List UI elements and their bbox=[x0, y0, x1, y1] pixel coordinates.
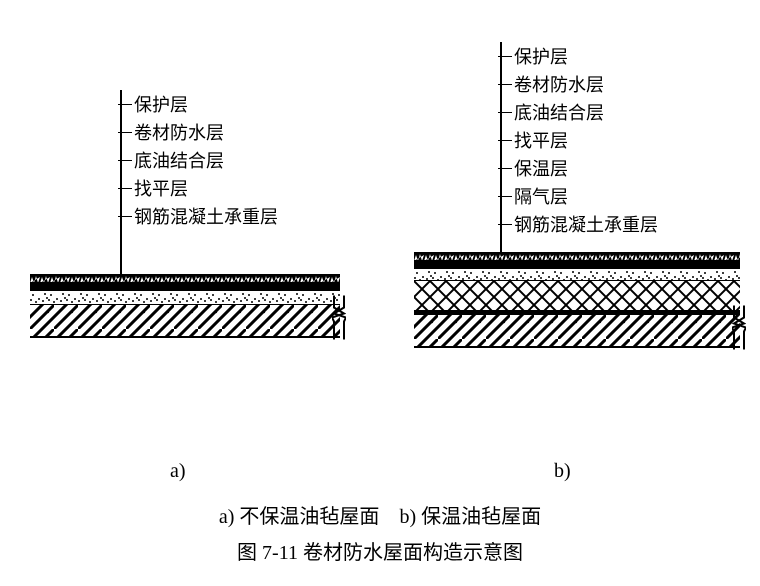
leader-tick bbox=[498, 84, 512, 85]
layer-label: 底油结合层 bbox=[498, 98, 658, 126]
leader-tick bbox=[118, 104, 132, 105]
layer-label-text: 找平层 bbox=[514, 127, 568, 153]
layer-label: 钢筋混凝土承重层 bbox=[498, 210, 658, 238]
layer-label: 卷材防水层 bbox=[118, 118, 278, 146]
legend-line: a) 不保温油毡屋面 b) 保温油毡屋面 bbox=[0, 500, 760, 529]
cross-section-a bbox=[30, 274, 340, 338]
subfigure-mark-a: a) bbox=[170, 460, 186, 483]
leader-tick bbox=[498, 112, 512, 113]
leader-tick bbox=[118, 160, 132, 161]
cross-section-b bbox=[414, 252, 740, 348]
layer-label-text: 隔气层 bbox=[514, 183, 568, 209]
layer-label-text: 底油结合层 bbox=[514, 99, 604, 125]
leader-tick bbox=[498, 56, 512, 57]
layer-label-text: 找平层 bbox=[134, 175, 188, 201]
layer-label: 卷材防水层 bbox=[498, 70, 658, 98]
leader-tick bbox=[118, 216, 132, 217]
layer-gravel bbox=[414, 252, 740, 260]
layer-label: 保护层 bbox=[498, 42, 658, 70]
layer-label: 找平层 bbox=[118, 174, 278, 202]
layer-label-text: 底油结合层 bbox=[134, 147, 224, 173]
layer-label-text: 保温层 bbox=[514, 155, 568, 181]
subfigure-mark-b: b) bbox=[554, 460, 571, 483]
break-mark bbox=[24, 296, 346, 345]
layer-membrane bbox=[30, 282, 340, 290]
leader-tick bbox=[118, 188, 132, 189]
figure-title: 图 7-11 卷材防水屋面构造示意图 bbox=[0, 536, 760, 565]
labels-b: 保护层卷材防水层底油结合层找平层保温层隔气层钢筋混凝土承重层 bbox=[498, 42, 658, 238]
leader-tick bbox=[498, 140, 512, 141]
layer-label-text: 卷材防水层 bbox=[514, 71, 604, 97]
layer-label: 隔气层 bbox=[498, 182, 658, 210]
layer-label: 钢筋混凝土承重层 bbox=[118, 202, 278, 230]
figure-canvas: 保护层卷材防水层底油结合层找平层钢筋混凝土承重层 保护层卷材防水层底油结合层找平… bbox=[0, 0, 760, 586]
leader-tick bbox=[498, 196, 512, 197]
layer-label-text: 保护层 bbox=[514, 43, 568, 69]
layer-label: 底油结合层 bbox=[118, 146, 278, 174]
layer-label: 保护层 bbox=[118, 90, 278, 118]
layer-label-text: 钢筋混凝土承重层 bbox=[514, 211, 658, 237]
layer-dotted bbox=[414, 268, 740, 280]
layer-label: 保温层 bbox=[498, 154, 658, 182]
layer-label: 找平层 bbox=[498, 126, 658, 154]
leader-tick bbox=[118, 132, 132, 133]
labels-a: 保护层卷材防水层底油结合层找平层钢筋混凝土承重层 bbox=[118, 90, 278, 230]
legend-a: a) 不保温油毡屋面 bbox=[219, 506, 380, 528]
leader-tick bbox=[498, 168, 512, 169]
layer-label-text: 卷材防水层 bbox=[134, 119, 224, 145]
legend-b: b) 保温油毡屋面 bbox=[399, 506, 541, 528]
break-mark bbox=[408, 306, 746, 355]
layer-gravel bbox=[30, 274, 340, 282]
layer-label-text: 钢筋混凝土承重层 bbox=[134, 203, 278, 229]
layer-membrane bbox=[414, 260, 740, 268]
layer-label-text: 保护层 bbox=[134, 91, 188, 117]
leader-tick bbox=[498, 224, 512, 225]
